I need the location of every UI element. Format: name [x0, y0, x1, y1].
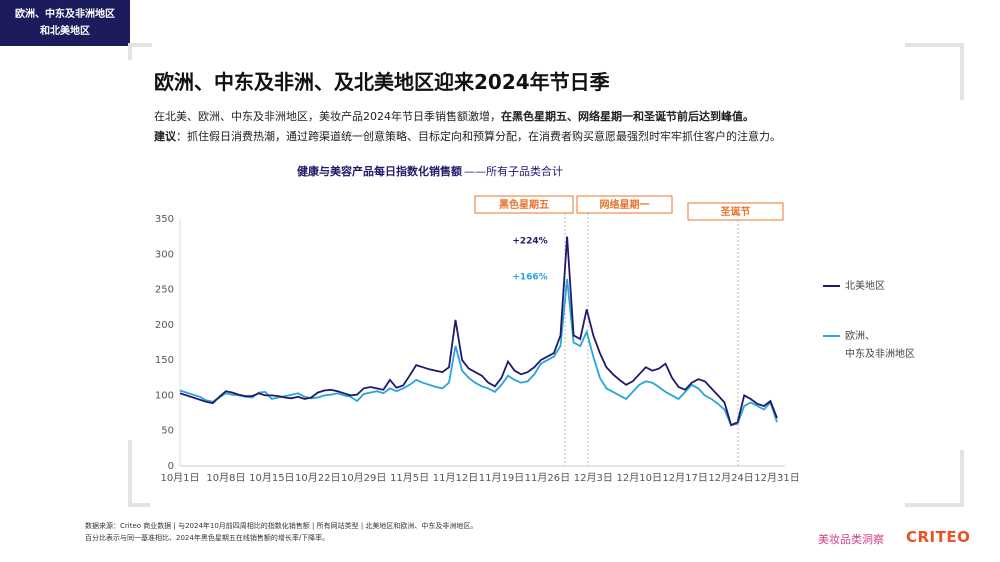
x-tick-label: 11月12日 — [433, 472, 478, 484]
x-tick-label: 12月10日 — [617, 472, 662, 484]
x-tick-label: 11月19日 — [479, 472, 524, 484]
x-tick-label: 10月1日 — [160, 472, 199, 484]
intro: 在北美、欧洲、中东及非洲地区，美妆产品2024年节日季销售额激增，在黑色星期五、… — [154, 108, 754, 124]
event-box — [576, 195, 673, 214]
y-tick-label: 200 — [155, 320, 174, 331]
footnote: 数据来源：Criteo 商业数据 | 与2024年10月前四周相比的指数化销售额… — [85, 522, 478, 530]
event-label: 网络星期一 — [600, 198, 650, 211]
corner — [905, 43, 964, 100]
x-tick-label: 10月8日 — [206, 472, 245, 484]
y-tick-label: 350 — [155, 214, 174, 225]
x-tick-label: 11月5日 — [390, 472, 429, 484]
x-tick-label: 10月15日 — [249, 472, 294, 484]
corner — [128, 440, 150, 507]
y-tick-label: 100 — [155, 390, 174, 401]
series-line — [179, 278, 778, 427]
x-tick-label: 12月31日 — [754, 472, 799, 484]
x-tick-label: 12月24日 — [708, 472, 753, 484]
advice: 建议：抓住假日消费热潮，通过跨渠道统一创意策略、目标定向和预算分配，在消费者购买… — [154, 128, 781, 144]
y-tick-label: 0 — [168, 461, 174, 472]
x-tick-label: 12月17日 — [662, 472, 707, 484]
y-tick-label: 50 — [161, 426, 174, 437]
advice-label: 建议 — [154, 130, 176, 143]
footnotes: 数据来源：Criteo 商业数据 | 与2024年10月前四周相比的指数化销售额… — [85, 520, 477, 544]
x-tick-label: 12月3日 — [574, 472, 613, 484]
intro-emphasis: 在黑色星期五、网络星期一和圣诞节前后达到峰值。 — [501, 110, 754, 123]
legend-label: 欧洲、中东及非洲地区 — [845, 330, 915, 360]
series-line — [179, 236, 778, 427]
brand: 美妆品类洞察 — [818, 533, 884, 546]
y-tick-label: 300 — [155, 249, 174, 260]
x-tick-label: 10月22日 — [295, 472, 340, 484]
chart-title: 健康与美容产品每日指数化销售额 — [297, 164, 462, 178]
logo: CRITEO — [906, 528, 971, 546]
intro-text: 在北美、欧洲、中东及非洲地区，美妆产品2024年节日季销售额激增， — [154, 110, 501, 123]
footnote: 百分比表示与同一基准相比、2024年黑色星期五在线销售额的增长率/下降率。 — [85, 534, 330, 542]
x-tick-label: 10月29日 — [341, 472, 386, 484]
legend-label: 北美地区 — [845, 279, 885, 292]
event-label: 黑色星期五 — [499, 198, 549, 211]
annotation: +224% — [512, 237, 547, 247]
slide-title: 欧洲、中东及非洲、及北美地区迎来2024年节日季 — [154, 70, 610, 94]
corner — [905, 450, 964, 507]
event-box — [474, 195, 574, 214]
advice-text: ：抓住假日消费热潮，通过跨渠道统一创意策略、目标定向和预算分配，在消费者购买意愿… — [176, 130, 781, 143]
x-tick-label: 11月26日 — [525, 472, 570, 484]
corner — [128, 43, 152, 60]
event-label: 圣诞节 — [721, 205, 751, 218]
section-tag: 欧洲、中东及非洲地区 和北美地区 — [0, 0, 130, 46]
chart-subtitle: ——所有子品类合计 — [464, 164, 563, 178]
y-tick-label: 250 — [155, 285, 174, 296]
y-tick-label: 150 — [155, 355, 174, 366]
event-box — [687, 202, 784, 221]
annotation: +166% — [512, 273, 547, 283]
frame-corners — [128, 43, 964, 507]
